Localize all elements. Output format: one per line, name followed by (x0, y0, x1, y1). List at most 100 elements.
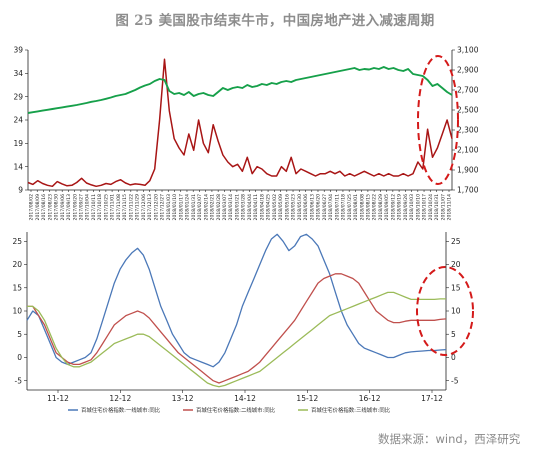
bottom-x-tick-label: 12-12 (109, 394, 131, 403)
top-x-tick-label: 2018/02/21 (210, 194, 216, 221)
top-x-tick-label: 2018/03/28 (241, 194, 247, 221)
top-left-tick-label: 19 (13, 139, 23, 148)
top-x-tick-label: 2018/05/23 (291, 194, 297, 221)
top-series-vol-line (27, 58, 453, 188)
top-x-tick-label: 2018/05/09 (278, 194, 284, 221)
top-x-tick-label: 2018/10/10 (415, 194, 421, 221)
top-x-tick-label: 2018/03/07 (222, 194, 228, 221)
top-x-tick-label: 2017/09/27 (79, 194, 85, 221)
top-x-tick-label: 2018/06/13 (309, 194, 315, 221)
top-chart: 9 14 19 24 29 34 39 1,700 1,900 2,100 2,300 2,500 2,… (13, 46, 478, 221)
bottom-left-tick-label: 5 (17, 330, 22, 339)
top-left-tick-label: 14 (13, 162, 23, 171)
top-x-tick-label: 2017/10/25 (104, 194, 110, 221)
top-x-tick-label: 2018/11/07 (440, 194, 446, 221)
bottom-x-tick-label: 13-12 (172, 394, 194, 403)
top-right-tick-label: 2,100 (457, 146, 479, 155)
bottom-series-line-1 (26, 233, 447, 368)
top-x-tick-label: 2018/01/17 (178, 194, 184, 221)
top-x-tick-label: 2018/04/18 (259, 194, 265, 221)
top-x-tick-label: 2018/01/03 (166, 194, 172, 221)
top-x-tick-label: 2017/12/06 (141, 194, 147, 221)
bottom-left-tick-label: -5 (15, 376, 23, 385)
top-x-tick-label: 2018/05/30 (297, 194, 303, 221)
top-x-tick-label: 2017/12/20 (153, 194, 159, 221)
top-x-tick-label: 2018/09/19 (397, 194, 403, 221)
top-x-tick-label: 2018/08/08 (359, 194, 365, 221)
top-left-tick-label: 34 (13, 69, 23, 78)
bottom-left-tick-label: 0 (17, 353, 22, 362)
top-x-tick-label: 2018/08/29 (378, 194, 384, 221)
bottom-x-tick-label: 11-12 (47, 394, 69, 403)
bottom-highlight-ellipse (416, 266, 474, 356)
bottom-right-tick-label: 20 (451, 260, 461, 269)
top-x-tick-label: 2017/08/09 (35, 194, 41, 221)
top-x-tick-label: 2018/07/04 (328, 194, 334, 221)
top-x-tick-label: 2017/10/11 (91, 194, 97, 221)
top-x-tick-label: 2018/04/11 (253, 194, 259, 221)
top-x-tick-label: 2017/10/18 (97, 194, 103, 221)
top-x-tick-label: 2018/11/14 (447, 194, 453, 221)
top-x-tick-label: 2018/08/01 (353, 194, 359, 221)
bottom-left-tick-label: 25 (12, 237, 22, 246)
top-right-tick-label: 1,700 (457, 186, 479, 195)
top-x-tick-label: 2017/11/15 (122, 194, 128, 221)
top-x-tick-label: 2017/08/23 (47, 194, 53, 221)
top-x-tick-label: 2018/08/15 (366, 194, 372, 221)
bottom-x-tick-label: 17-12 (421, 394, 443, 403)
top-x-tick-label: 2018/06/27 (322, 194, 328, 221)
bottom-right-tick-label: 0 (451, 353, 456, 362)
top-x-tick-label: 2018/10/31 (434, 194, 440, 221)
legend-label: 百城住宅价格指数:三线城市:同比 (311, 406, 391, 414)
top-x-tick-label: 2018/10/17 (422, 194, 428, 221)
top-highlight-ellipse (417, 55, 459, 185)
top-x-tick-label: 2018/02/07 (197, 194, 203, 221)
bottom-right-tick-label: 15 (451, 283, 461, 292)
top-x-tick-label: 2018/06/20 (316, 194, 322, 221)
top-x-tick-label: 2018/09/26 (403, 194, 409, 221)
top-x-tick-label: 2017/09/13 (66, 194, 72, 221)
top-x-tick-label: 2017/12/13 (147, 194, 153, 221)
top-x-tick-label: 2018/04/04 (247, 194, 253, 221)
top-x-tick-label: 2018/07/25 (347, 194, 353, 221)
bottom-series-line-3 (27, 291, 446, 388)
bottom-right-tick-label: -5 (451, 376, 459, 385)
top-x-tick-label: 2018/09/05 (384, 194, 390, 221)
top-left-tick-label: 29 (13, 92, 23, 101)
bottom-right-tick-label: 5 (451, 330, 456, 339)
top-x-tick-label: 2018/08/22 (372, 194, 378, 221)
top-x-tick-label: 2018/03/14 (228, 194, 234, 221)
top-x-tick-label: 2017/11/29 (135, 194, 141, 221)
bottom-x-tick-label: 16-12 (359, 394, 381, 403)
bottom-left-tick-label: 15 (12, 283, 22, 292)
top-x-tick-label: 2018/06/06 (303, 194, 309, 221)
source-note: 数据来源：wind，西泽研究 (378, 432, 521, 446)
top-x-tick-label: 2018/05/16 (284, 194, 290, 221)
legend-label: 百城住宅价格指数:二线城市:同比 (196, 406, 276, 414)
top-x-tick-label: 2018/10/24 (428, 194, 434, 221)
top-right-tick-label: 1,900 (457, 166, 479, 175)
top-right-tick-label: 2,500 (457, 106, 479, 115)
top-x-tick-label: 2018/01/31 (191, 194, 197, 221)
top-right-tick-label: 2,300 (457, 126, 479, 135)
top-x-tick-label: 2018/07/18 (341, 194, 347, 221)
legend-label: 百城住宅价格指数:一线城市:同比 (81, 406, 161, 414)
top-x-tick-label: 2017/08/02 (29, 194, 35, 221)
top-x-tick-label: 2018/04/25 (266, 194, 272, 221)
annotations (416, 55, 474, 356)
top-x-tick-label: 2018/02/28 (216, 194, 222, 221)
top-series-index-line (27, 66, 453, 114)
bottom-x-tick-label: 14-12 (234, 394, 256, 403)
bottom-left-tick-label: 20 (12, 260, 22, 269)
top-x-tick-label: 2018/10/03 (409, 194, 415, 221)
bottom-chart: -5 0 5 10 15 20 25 -5 0 5 10 15 20 25 11-12 12-12 13-12 1… (12, 232, 461, 414)
top-x-tick-label: 2017/09/20 (72, 194, 78, 221)
bottom-left-tick-label: 10 (12, 307, 22, 316)
top-x-tick-label: 2017/11/08 (116, 194, 122, 221)
top-x-tick-label: 2018/07/11 (334, 194, 340, 221)
top-x-tick-label: 2017/12/27 (160, 194, 166, 221)
top-right-tick-label: 3,100 (457, 46, 479, 55)
top-x-tick-label: 2018/09/12 (391, 194, 397, 221)
top-x-tick-label: 2017/09/06 (60, 194, 66, 221)
